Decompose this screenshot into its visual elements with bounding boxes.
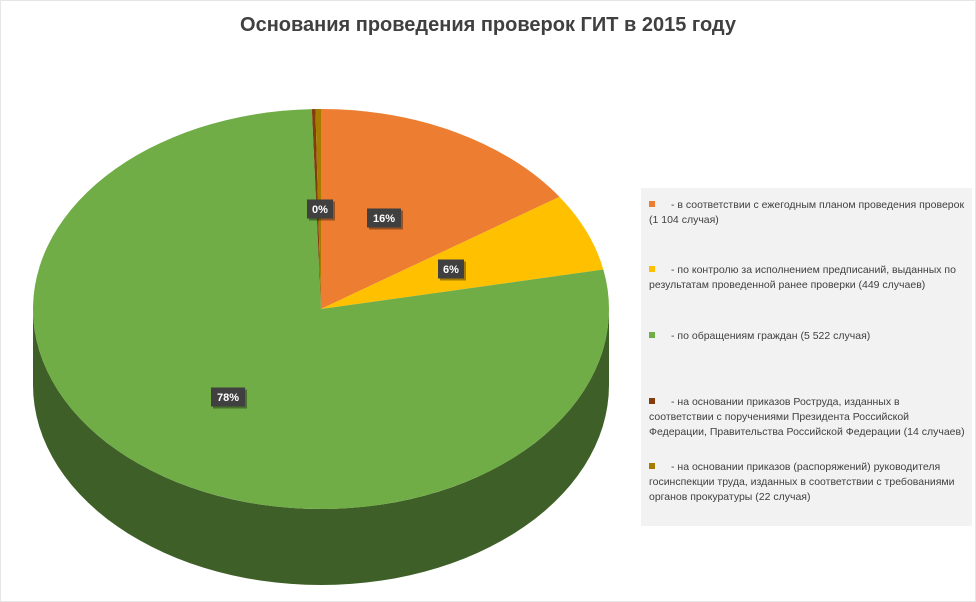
- legend-swatch-prosecutor: [649, 463, 655, 470]
- legend-item-plan: - в соответствии с ежегодным планом пров…: [649, 198, 967, 228]
- legend-label-orders-control: - по контролю за исполнением предписаний…: [649, 264, 956, 291]
- legend: - в соответствии с ежегодным планом пров…: [641, 188, 972, 526]
- data-label-prosecutor: 0%: [307, 199, 335, 221]
- legend-label-rostrud: - на основании приказов Роструда, изданн…: [649, 396, 965, 438]
- pie-slice-plan: [321, 109, 560, 309]
- legend-item-rostrud: - на основании приказов Роструда, изданн…: [649, 395, 967, 440]
- legend-item-orders-control: - по контролю за исполнением предписаний…: [649, 263, 967, 293]
- legend-swatch-citizens: [649, 332, 655, 339]
- pie-slice-orders-control: [321, 196, 604, 309]
- pie-side-citizens: [33, 309, 609, 585]
- pie-slice-citizens: [33, 109, 610, 509]
- data-label-text-citizens: 78%: [217, 392, 239, 404]
- legend-label-plan: - в соответствии с ежегодным планом пров…: [649, 199, 965, 226]
- legend-item-prosecutor: - на основании приказов (распоряжений) р…: [649, 460, 967, 505]
- chart-title: Основания проведения проверок ГИТ в 2015…: [240, 14, 736, 36]
- legend-swatch-rostrud: [649, 398, 655, 405]
- data-label-orders-control: 6%: [438, 259, 466, 281]
- legend-swatch-orders-control: [649, 266, 655, 273]
- legend-item-citizens: - по обращениям граждан (5 522 случая): [649, 329, 967, 344]
- data-label-text-plan: 16%: [373, 213, 395, 225]
- data-label-citizens: 78%: [211, 387, 247, 409]
- legend-swatch-plan: [649, 201, 655, 208]
- data-label-text-prosecutor: 0%: [312, 204, 328, 216]
- data-label-plan: 16%: [367, 208, 403, 230]
- legend-label-citizens: - по обращениям граждан (5 522 случая): [671, 330, 871, 342]
- legend-label-prosecutor: - на основании приказов (распоряжений) р…: [649, 461, 955, 503]
- data-label-text-orders-control: 6%: [443, 264, 459, 276]
